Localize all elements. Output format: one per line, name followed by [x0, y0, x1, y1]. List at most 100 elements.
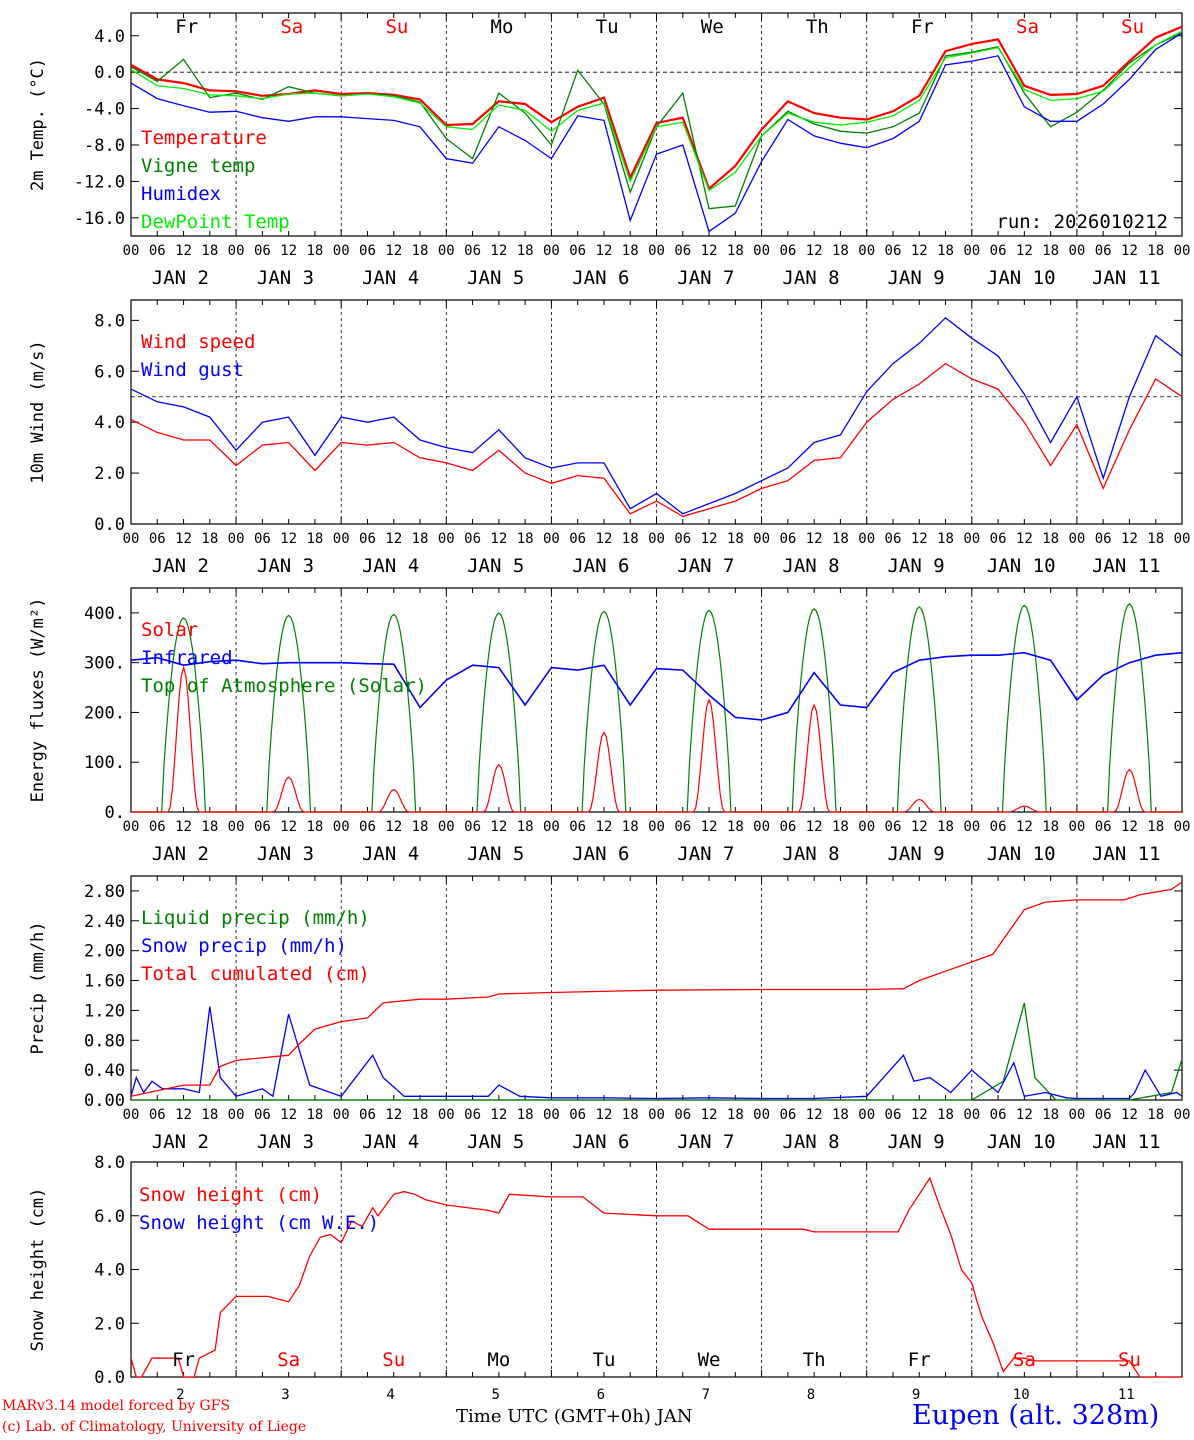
hour-label: 00 — [333, 1107, 350, 1123]
y-tick-label: 4.0 — [94, 413, 125, 433]
series-humidex — [130, 32, 1183, 233]
plot-frame — [130, 299, 1183, 525]
hour-label: 12 — [701, 1107, 718, 1123]
date-label: JAN 5 — [467, 1131, 524, 1153]
hour-label: 00 — [123, 819, 140, 835]
hour-label: 00 — [543, 243, 560, 259]
hour-label: 12 — [1016, 531, 1033, 547]
hour-label: 06 — [359, 819, 376, 835]
hour-label: 12 — [1121, 1107, 1138, 1123]
hour-label: 18 — [201, 531, 218, 547]
date-label: JAN 5 — [467, 843, 524, 865]
day-number: 9 — [912, 1387, 920, 1403]
date-label: JAN 8 — [782, 843, 839, 865]
hour-label: 06 — [674, 531, 691, 547]
date-label: JAN 10 — [987, 1131, 1056, 1153]
hour-label: 12 — [385, 1107, 402, 1123]
y-tick-label: 100. — [84, 753, 125, 773]
day-number: 8 — [807, 1387, 815, 1403]
y-tick-label: 0.0 — [94, 1368, 125, 1388]
y-tick-label: 8.0 — [94, 311, 125, 331]
date-label: JAN 5 — [467, 555, 524, 577]
date-label: JAN 11 — [1092, 1131, 1161, 1153]
hour-label: 06 — [779, 531, 796, 547]
date-label: JAN 4 — [362, 1131, 419, 1153]
day-number: 4 — [386, 1387, 394, 1403]
hour-label: 06 — [254, 819, 271, 835]
hour-label: 06 — [1095, 819, 1112, 835]
hour-label: 18 — [727, 819, 744, 835]
hour-label: 18 — [517, 819, 534, 835]
hour-label: 18 — [517, 531, 534, 547]
y-tick-label: -16.0 — [74, 209, 125, 229]
station-title: Eupen (alt. 328m) — [912, 1400, 1160, 1431]
hour-label: 00 — [333, 819, 350, 835]
y-tick-label: 0.0 — [94, 515, 125, 535]
legend-entry: Top of Atmosphere (Solar) — [141, 675, 427, 697]
hour-label: 12 — [596, 531, 613, 547]
hour-label: 00 — [753, 243, 770, 259]
hour-label: 12 — [1016, 819, 1033, 835]
hour-label: 00 — [228, 243, 245, 259]
date-label: JAN 6 — [572, 843, 629, 865]
legend-entry: Humidex — [141, 183, 221, 205]
hour-label: 12 — [806, 819, 823, 835]
hour-label: 12 — [280, 819, 297, 835]
y-tick-label: 6.0 — [94, 1207, 125, 1227]
series-dewpoint-temp — [130, 30, 1183, 192]
hour-label: 18 — [622, 819, 639, 835]
hour-label: 06 — [569, 819, 586, 835]
hour-label: 00 — [1174, 531, 1191, 547]
hour-label: 18 — [1147, 1107, 1164, 1123]
hour-label: 12 — [1121, 243, 1138, 259]
hour-label: 00 — [228, 1107, 245, 1123]
series-liquid-precip-mm-h- — [131, 1002, 1183, 1101]
y-axis-label: 10m Wind (m/s) — [28, 340, 48, 483]
hour-label: 06 — [674, 819, 691, 835]
hour-label: 12 — [1121, 819, 1138, 835]
date-label: JAN 11 — [1092, 555, 1161, 577]
hour-label: 00 — [858, 531, 875, 547]
hour-label: 06 — [254, 243, 271, 259]
date-label: JAN 8 — [782, 1131, 839, 1153]
hour-label: 06 — [779, 1107, 796, 1123]
day-label: Sa — [280, 16, 303, 38]
hour-label: 00 — [333, 243, 350, 259]
hour-label: 12 — [806, 531, 823, 547]
y-tick-label: 2.0 — [94, 1314, 125, 1334]
hour-label: 06 — [885, 819, 902, 835]
hour-label: 18 — [201, 1107, 218, 1123]
series-solar — [131, 665, 1182, 813]
series-snow-precip-mm-h- — [130, 1006, 1183, 1100]
hour-label: 06 — [779, 819, 796, 835]
y-tick-label: 0.0 — [94, 63, 125, 83]
hour-label: 00 — [1068, 819, 1085, 835]
hour-label: 18 — [201, 243, 218, 259]
day-label: Mo — [487, 1349, 510, 1371]
hour-label: 18 — [306, 1107, 323, 1123]
day-label: Tu — [596, 16, 619, 38]
hour-label: 18 — [937, 531, 954, 547]
hour-label: 06 — [149, 1107, 166, 1123]
hour-label: 00 — [963, 1107, 980, 1123]
hour-label: 06 — [149, 243, 166, 259]
hour-label: 00 — [1174, 819, 1191, 835]
hour-label: 12 — [596, 243, 613, 259]
y-axis-label: 2m Temp. (°C) — [28, 58, 48, 191]
date-label: JAN 6 — [572, 267, 629, 289]
hour-label: 00 — [753, 1107, 770, 1123]
hour-label: 12 — [385, 531, 402, 547]
hour-label: 00 — [648, 1107, 665, 1123]
panel-1: 4.0 0.0 -4.0 -8.0 -12.0 -16.0 2m Temp. (°C) 00 0… — [28, 12, 1190, 289]
hour-label: 18 — [517, 1107, 534, 1123]
hour-label: 12 — [596, 1107, 613, 1123]
legend-entry: Temperature — [141, 127, 267, 149]
hour-label: 12 — [175, 1107, 192, 1123]
hour-label: 12 — [701, 531, 718, 547]
hour-label: 18 — [1042, 1107, 1059, 1123]
hour-label: 12 — [280, 243, 297, 259]
date-label: JAN 8 — [782, 555, 839, 577]
date-label: JAN 10 — [987, 843, 1056, 865]
hour-label: 18 — [1147, 531, 1164, 547]
hour-label: 18 — [1042, 243, 1059, 259]
